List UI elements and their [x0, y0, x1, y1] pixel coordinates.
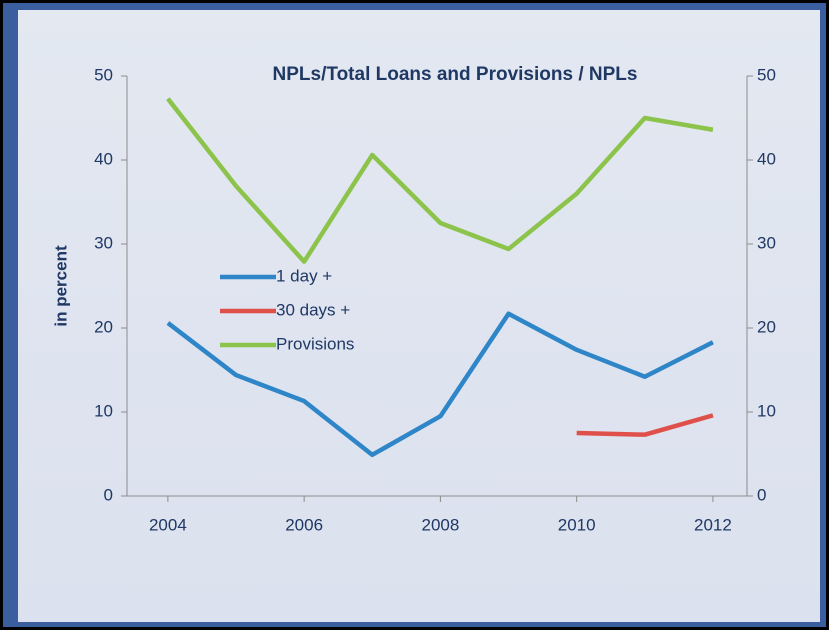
y-tick-label: 0 — [104, 485, 113, 504]
y-tick-label: 30 — [94, 233, 113, 252]
series-line — [166, 97, 714, 264]
legend-label: Provisions — [276, 334, 354, 353]
series-line — [166, 311, 714, 458]
series-line — [576, 413, 714, 437]
legend-label: 30 days + — [276, 300, 350, 319]
y2-tick-label: 40 — [757, 149, 776, 168]
y2-tick-label: 10 — [757, 401, 776, 420]
legend-label: 1 day + — [276, 266, 332, 285]
y-axis-label: in percent — [51, 245, 70, 327]
y-tick-label: 20 — [94, 317, 113, 336]
plot-background — [18, 10, 820, 622]
y-tick-label: 50 — [94, 65, 113, 84]
x-tick-label: 2012 — [694, 515, 732, 534]
x-tick-label: 2008 — [421, 515, 459, 534]
x-tick-label: 2010 — [558, 515, 596, 534]
y2-tick-label: 50 — [757, 65, 776, 84]
y2-tick-label: 0 — [757, 485, 766, 504]
y2-tick-label: 20 — [757, 317, 776, 336]
chart-title: NPLs/Total Loans and Provisions / NPLs — [273, 64, 638, 85]
y-tick-label: 40 — [94, 149, 113, 168]
x-tick-label: 2004 — [149, 515, 187, 534]
y2-tick-label: 30 — [757, 233, 776, 252]
x-tick-label: 2006 — [285, 515, 323, 534]
y-tick-label: 10 — [94, 401, 113, 420]
